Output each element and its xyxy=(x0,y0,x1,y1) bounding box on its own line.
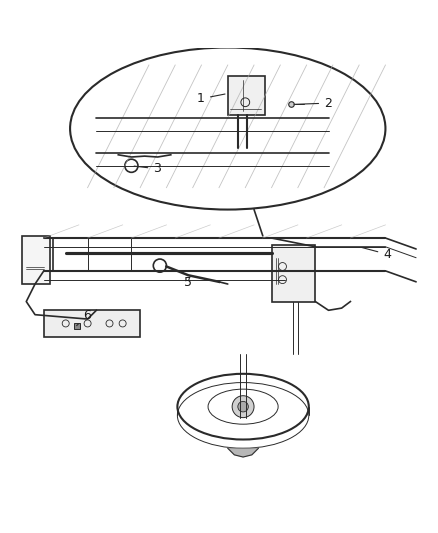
FancyBboxPatch shape xyxy=(44,310,140,336)
FancyBboxPatch shape xyxy=(22,236,50,284)
Text: 3: 3 xyxy=(134,163,161,175)
Text: 1: 1 xyxy=(197,92,225,105)
Text: 5: 5 xyxy=(184,276,192,289)
FancyBboxPatch shape xyxy=(272,245,315,302)
FancyBboxPatch shape xyxy=(228,76,265,115)
Text: 2: 2 xyxy=(294,96,332,110)
Text: 4: 4 xyxy=(362,247,391,261)
Text: 6: 6 xyxy=(77,309,91,326)
Circle shape xyxy=(238,401,248,412)
Circle shape xyxy=(232,395,254,418)
Polygon shape xyxy=(228,448,258,457)
